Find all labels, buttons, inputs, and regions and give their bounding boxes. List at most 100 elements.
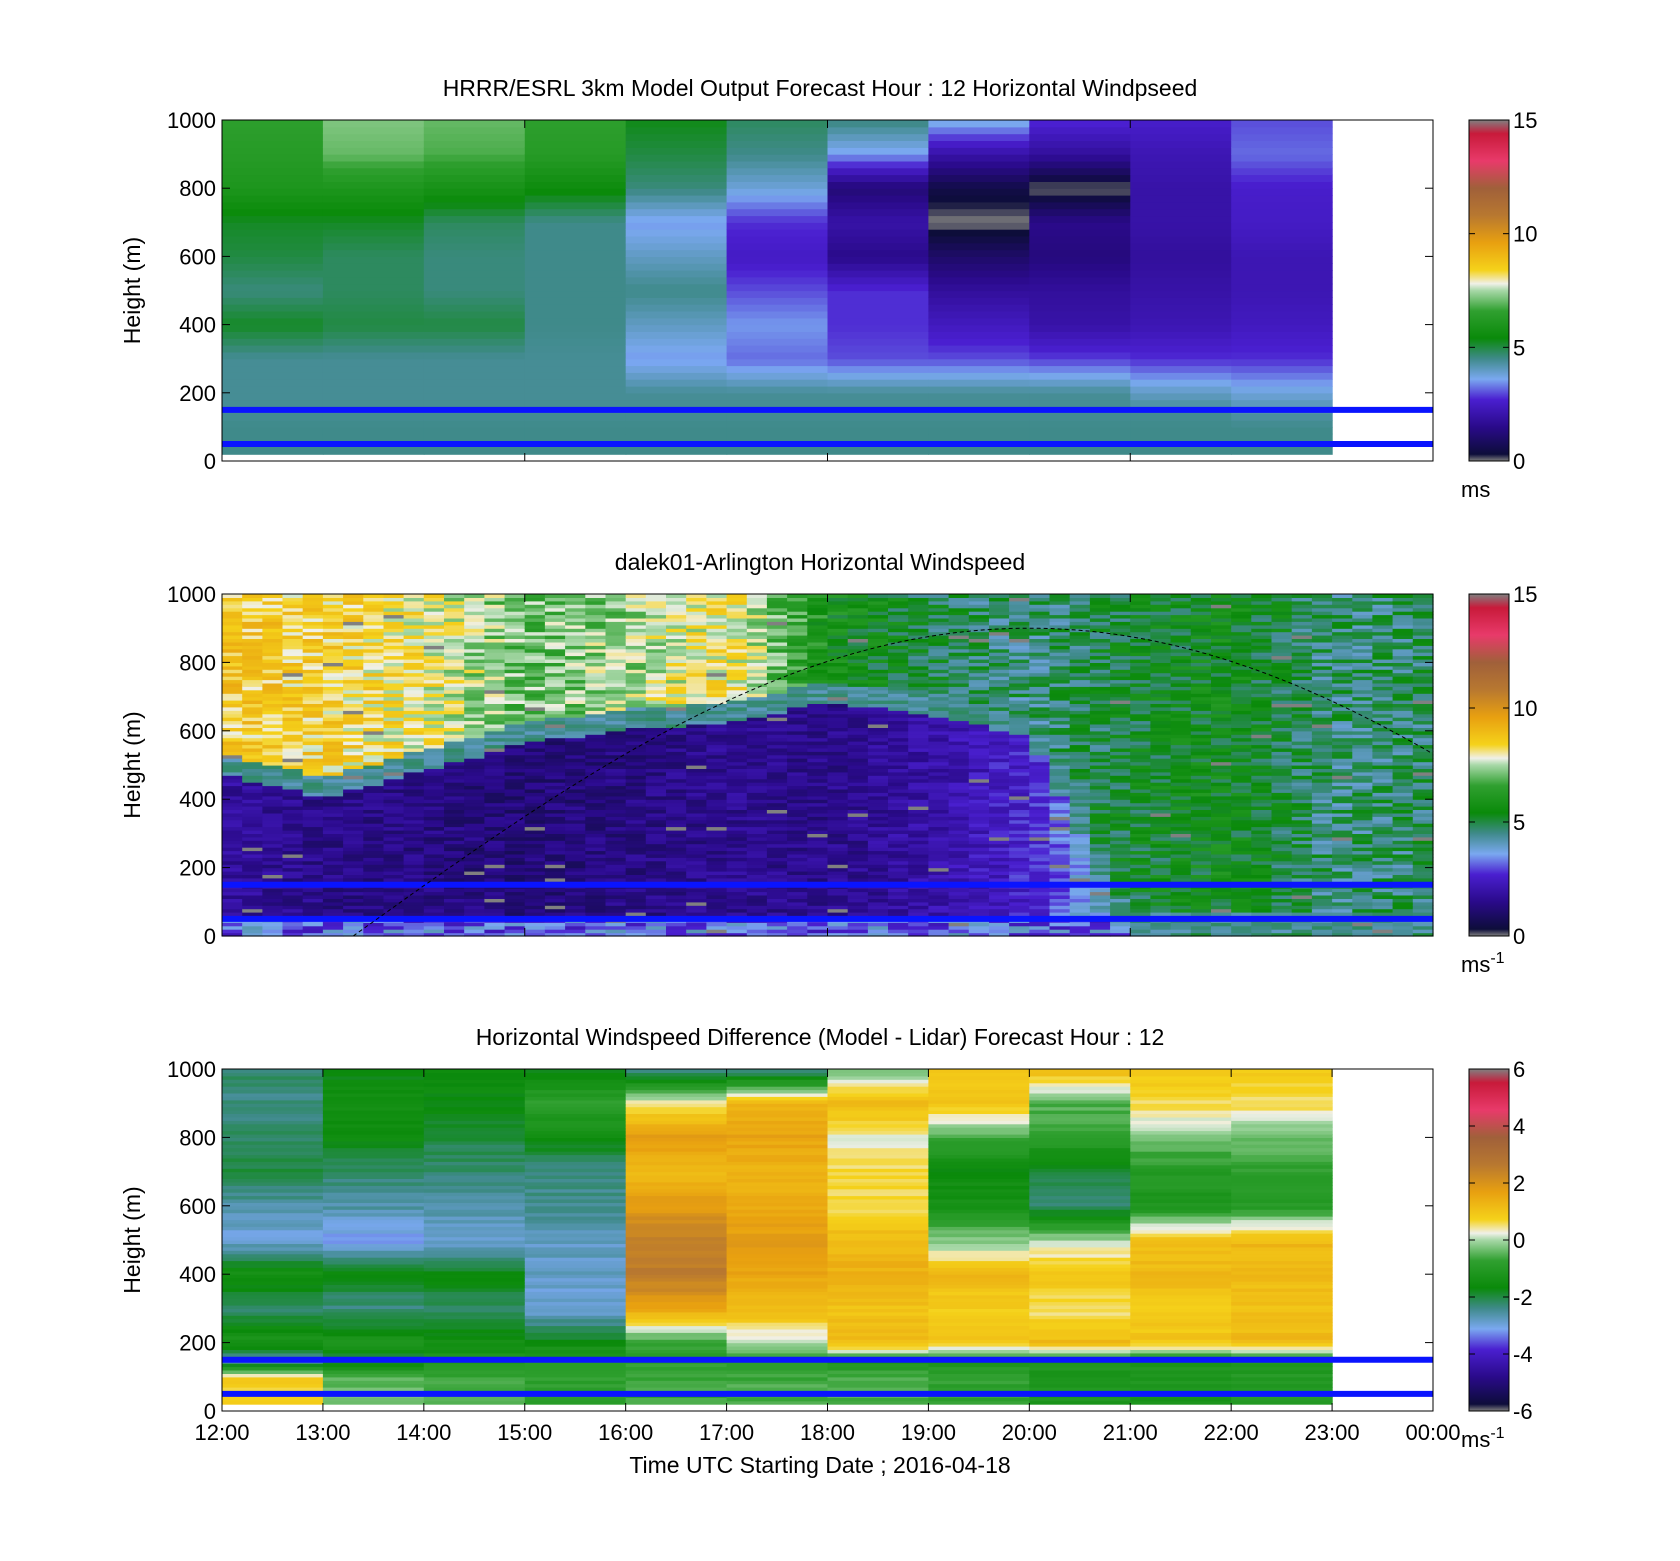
heatmap-cell bbox=[423, 420, 526, 428]
heatmap-cell bbox=[928, 604, 950, 609]
heatmap-cell bbox=[928, 631, 950, 636]
heatmap-cell bbox=[908, 641, 929, 646]
heatmap-cell bbox=[625, 604, 647, 609]
heatmap-cell bbox=[807, 724, 829, 728]
heatmap-cell bbox=[746, 628, 768, 633]
heatmap-cell bbox=[222, 823, 243, 828]
heatmap-cell bbox=[888, 693, 909, 698]
heatmap-cell bbox=[726, 795, 748, 800]
heatmap-cell bbox=[908, 843, 929, 848]
heatmap-cell bbox=[585, 717, 607, 722]
heatmap-cell bbox=[1029, 747, 1051, 752]
heatmap-cell bbox=[928, 638, 950, 643]
heatmap-cell bbox=[1089, 932, 1111, 937]
heatmap-cell bbox=[383, 908, 405, 913]
heatmap-cell bbox=[726, 819, 748, 824]
heatmap-cell bbox=[928, 160, 1030, 169]
heatmap-cell bbox=[302, 730, 324, 735]
heatmap-cell bbox=[302, 830, 324, 834]
heatmap-cell bbox=[1029, 669, 1051, 674]
heatmap-cell bbox=[686, 833, 707, 838]
heatmap-cell bbox=[1049, 611, 1071, 616]
heatmap-cell bbox=[807, 932, 829, 937]
heatmap-cell bbox=[888, 737, 909, 742]
heatmap-cell bbox=[343, 826, 364, 831]
heatmap-cell bbox=[908, 809, 929, 814]
heatmap-cell bbox=[787, 676, 808, 681]
heatmap-cell bbox=[827, 147, 929, 155]
heatmap-cell bbox=[847, 853, 869, 858]
heatmap-cell bbox=[746, 857, 768, 862]
heatmap-cell bbox=[625, 877, 647, 882]
heatmap-cell bbox=[322, 792, 344, 797]
heatmap-cell bbox=[928, 727, 950, 732]
heatmap-cell bbox=[343, 693, 364, 698]
heatmap-cell bbox=[827, 249, 929, 257]
heatmap-cell bbox=[322, 686, 344, 691]
heatmap-cell bbox=[262, 700, 284, 704]
heatmap-cell bbox=[928, 771, 950, 776]
heatmap-cell bbox=[363, 922, 385, 927]
heatmap-cell bbox=[343, 628, 364, 633]
heatmap-cell bbox=[726, 638, 748, 643]
heatmap-cell bbox=[484, 860, 506, 865]
heatmap-cell bbox=[524, 351, 627, 360]
heatmap-cell bbox=[989, 823, 1010, 828]
heatmap-cell bbox=[524, 747, 546, 752]
heatmap-cell bbox=[645, 628, 667, 633]
heatmap-cell bbox=[867, 874, 889, 879]
heatmap-cell bbox=[726, 659, 748, 663]
heatmap-cell bbox=[302, 871, 324, 875]
heatmap-cell bbox=[726, 201, 829, 210]
heatmap-cell bbox=[726, 235, 829, 244]
heatmap-cell bbox=[1009, 751, 1030, 756]
heatmap-cell bbox=[343, 635, 364, 639]
heatmap-cell bbox=[1231, 235, 1333, 244]
heatmap-cell bbox=[444, 710, 465, 715]
heatmap-cell bbox=[383, 888, 405, 893]
heatmap-cell bbox=[928, 908, 950, 913]
heatmap-cell bbox=[1231, 399, 1333, 407]
heatmap-cell bbox=[787, 662, 808, 667]
heatmap-cell bbox=[565, 672, 586, 677]
heatmap-cell bbox=[1231, 154, 1333, 162]
heatmap-cell bbox=[989, 669, 1010, 674]
heatmap-cell bbox=[464, 665, 485, 670]
heatmap-cell bbox=[242, 809, 263, 814]
heatmap-cell bbox=[484, 754, 506, 759]
heatmap-cell bbox=[666, 843, 687, 848]
heatmap-cell bbox=[908, 741, 929, 746]
heatmap-cell bbox=[322, 617, 344, 622]
heatmap-cell bbox=[928, 833, 950, 838]
heatmap-cell bbox=[625, 799, 647, 804]
heatmap-cell bbox=[645, 905, 667, 910]
heatmap-cell bbox=[908, 782, 929, 787]
heatmap-cell bbox=[565, 676, 586, 681]
heatmap-cell bbox=[242, 857, 263, 862]
heatmap-cell bbox=[1049, 867, 1071, 872]
heatmap-cell bbox=[383, 635, 405, 639]
heatmap-cell bbox=[787, 689, 808, 694]
heatmap-cell bbox=[524, 652, 546, 657]
heatmap-cell bbox=[1049, 641, 1071, 646]
heatmap-cell bbox=[888, 867, 909, 872]
heatmap-cell bbox=[605, 932, 627, 937]
heatmap-cell bbox=[746, 888, 768, 893]
heatmap-cell bbox=[565, 638, 586, 643]
heatmap-cell bbox=[847, 713, 869, 718]
heatmap-cell bbox=[524, 195, 627, 203]
heatmap-cell bbox=[666, 672, 687, 677]
heatmap-cell bbox=[383, 812, 405, 817]
heatmap-cell bbox=[1049, 922, 1071, 927]
heatmap-cell bbox=[1029, 358, 1131, 367]
heatmap-cell bbox=[625, 133, 728, 141]
heatmap-cell bbox=[524, 624, 546, 629]
heatmap-cell bbox=[565, 833, 586, 838]
heatmap-cell bbox=[867, 734, 889, 739]
heatmap-cell bbox=[322, 768, 344, 773]
heatmap-cell bbox=[847, 604, 869, 609]
heatmap-cell bbox=[766, 700, 788, 704]
heatmap-cell bbox=[322, 345, 425, 353]
heatmap-cell bbox=[585, 655, 607, 660]
heatmap-cell bbox=[444, 847, 465, 852]
